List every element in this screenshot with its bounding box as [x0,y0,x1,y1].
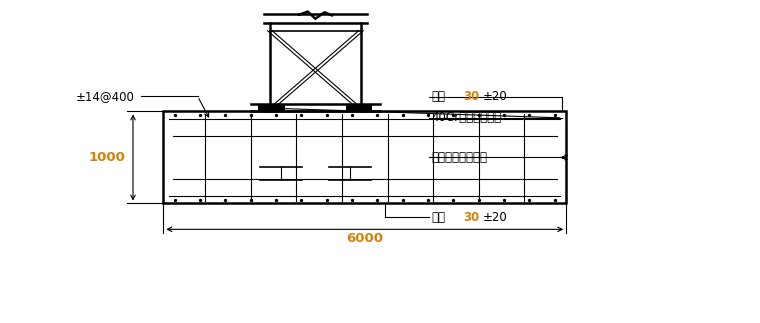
Text: ±20: ±20 [483,90,508,103]
Text: 塔吹专用定位钓板: 塔吹专用定位钓板 [432,151,488,164]
Bar [163,111,566,203]
Text: 6000: 6000 [347,232,383,245]
Bar [258,104,285,111]
Text: 1000: 1000 [88,151,125,164]
Bar [346,104,372,111]
Text: 30: 30 [464,211,480,224]
Text: 30: 30 [464,90,480,103]
Text: ±20: ±20 [483,211,508,224]
Text: ±14@400: ±14@400 [76,90,135,103]
Text: 双向: 双向 [432,211,445,224]
Text: 双向: 双向 [432,90,445,103]
Text: 40Cr塔吹专用螺栓: 40Cr塔吹专用螺栓 [432,111,502,124]
